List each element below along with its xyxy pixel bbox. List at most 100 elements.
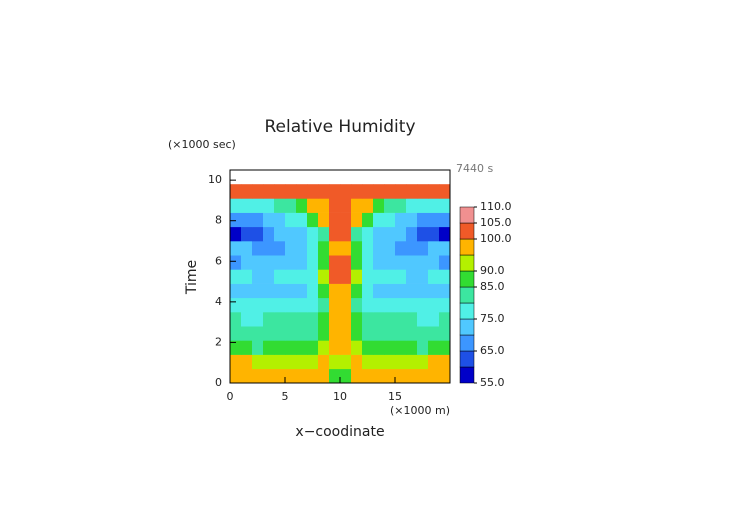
contour-cell — [307, 198, 319, 213]
contour-cell — [362, 255, 374, 270]
contour-cell — [439, 326, 451, 341]
y-tick-label: 8 — [215, 214, 222, 227]
contour-cell — [230, 354, 242, 370]
contour-cell — [384, 269, 396, 284]
contour-cell — [318, 241, 330, 256]
contour-cell — [285, 241, 297, 256]
colorbar-band — [459, 270, 475, 288]
contour-cell — [230, 198, 242, 213]
contour-cell — [340, 226, 352, 242]
contour-cell — [406, 354, 418, 370]
y-tick-label: 6 — [215, 254, 222, 267]
colorbar-band — [459, 334, 475, 352]
contour-cell — [428, 354, 440, 370]
contour-cell — [285, 269, 297, 284]
contour-cell — [428, 184, 440, 199]
contour-cell — [263, 340, 275, 355]
contour-cell — [296, 326, 308, 341]
contour-cell — [406, 269, 418, 284]
contour-cell — [340, 198, 352, 213]
contour-cell — [406, 226, 418, 242]
contour-cell — [230, 283, 242, 299]
contour-cell — [296, 255, 308, 270]
contour-cell — [252, 354, 264, 370]
contour-cell — [417, 326, 429, 341]
contour-cell — [439, 184, 451, 199]
contour-cell — [417, 340, 429, 355]
contour-cell — [395, 226, 407, 242]
contour-cell — [241, 255, 253, 270]
contour-cell — [340, 297, 352, 313]
contour-cell — [373, 198, 385, 213]
contour-cell — [318, 312, 330, 327]
contour-cell — [296, 241, 308, 256]
contour-cell — [329, 212, 341, 228]
contour-cell — [395, 269, 407, 284]
contour-cell — [307, 312, 319, 327]
contour-cell — [285, 212, 297, 228]
contour-cell — [351, 212, 363, 228]
contour-cell — [252, 255, 264, 270]
x-unit: (×1000 m) — [390, 404, 450, 417]
contour-cell — [351, 297, 363, 313]
contour-cell — [384, 198, 396, 213]
contour-cell — [428, 312, 440, 327]
contour-cell — [329, 297, 341, 313]
contour-cell — [351, 184, 363, 199]
contour-cell — [428, 269, 440, 284]
colorbar-tick-label: 75.0 — [480, 312, 505, 325]
contour-cell — [351, 312, 363, 327]
contour-cell — [362, 241, 374, 256]
contour-cell — [351, 340, 363, 355]
contour-cell — [428, 198, 440, 213]
contour-cell — [362, 184, 374, 199]
contour-cell — [417, 297, 429, 313]
contour-cell — [230, 184, 242, 199]
contour-cell — [428, 283, 440, 299]
contour-cell — [373, 241, 385, 256]
contour-cell — [307, 354, 319, 370]
contour-cell — [329, 226, 341, 242]
contour-cell — [384, 297, 396, 313]
contour-cell — [307, 226, 319, 242]
colorbar-band — [459, 254, 475, 272]
colorbar-band — [459, 302, 475, 320]
contour-cell — [285, 340, 297, 355]
contour-cell — [296, 340, 308, 355]
contour-cell — [296, 297, 308, 313]
contour-cell — [252, 241, 264, 256]
contour-cell — [296, 226, 308, 242]
contour-cell — [230, 312, 242, 327]
y-tick-label: 4 — [215, 295, 222, 308]
contour-cell — [263, 312, 275, 327]
contour-cell — [362, 297, 374, 313]
contour-cell — [329, 312, 341, 327]
contour-cell — [351, 269, 363, 284]
contour-cell — [373, 326, 385, 341]
contour-cell — [241, 283, 253, 299]
contour-cell — [252, 226, 264, 242]
contour-cell — [373, 226, 385, 242]
contour-cell — [340, 283, 352, 299]
contour-cell — [351, 283, 363, 299]
contour-cell — [241, 241, 253, 256]
contour-cell — [362, 354, 374, 370]
contour-cell — [406, 326, 418, 341]
contour-cell — [417, 198, 429, 213]
y-axis-label: Time — [184, 260, 200, 295]
contour-cell — [241, 184, 253, 199]
contour-cell — [263, 368, 275, 384]
colorbar-band — [459, 366, 475, 384]
contour-cell — [285, 283, 297, 299]
contour-cell — [417, 354, 429, 370]
contour-cell — [351, 354, 363, 370]
contour-cell — [230, 212, 242, 228]
y-tick-label: 10 — [208, 173, 222, 186]
contour-cell — [252, 198, 264, 213]
contour-cell — [406, 184, 418, 199]
contour-cell — [395, 198, 407, 213]
contour-cell — [384, 184, 396, 199]
contour-cell — [307, 326, 319, 341]
contour-cell — [252, 283, 264, 299]
contour-cell — [395, 312, 407, 327]
